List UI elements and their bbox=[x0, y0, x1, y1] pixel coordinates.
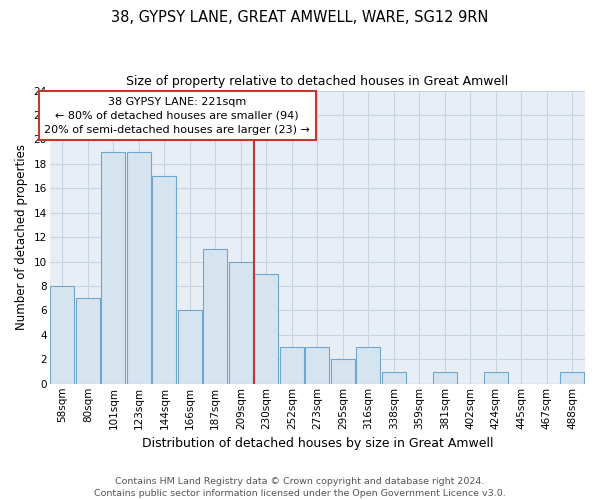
Bar bbox=[305, 347, 329, 384]
Bar bbox=[254, 274, 278, 384]
Bar bbox=[331, 360, 355, 384]
Text: 38, GYPSY LANE, GREAT AMWELL, WARE, SG12 9RN: 38, GYPSY LANE, GREAT AMWELL, WARE, SG12… bbox=[112, 10, 488, 25]
Bar bbox=[178, 310, 202, 384]
Bar bbox=[152, 176, 176, 384]
Bar bbox=[280, 347, 304, 384]
Bar bbox=[560, 372, 584, 384]
Bar bbox=[101, 152, 125, 384]
Bar bbox=[382, 372, 406, 384]
Text: Contains HM Land Registry data © Crown copyright and database right 2024.
Contai: Contains HM Land Registry data © Crown c… bbox=[94, 476, 506, 498]
Bar bbox=[229, 262, 253, 384]
Bar bbox=[127, 152, 151, 384]
Text: 38 GYPSY LANE: 221sqm
← 80% of detached houses are smaller (94)
20% of semi-deta: 38 GYPSY LANE: 221sqm ← 80% of detached … bbox=[44, 96, 310, 134]
Title: Size of property relative to detached houses in Great Amwell: Size of property relative to detached ho… bbox=[126, 75, 508, 88]
Bar bbox=[50, 286, 74, 384]
Bar bbox=[484, 372, 508, 384]
Bar bbox=[356, 347, 380, 384]
Y-axis label: Number of detached properties: Number of detached properties bbox=[15, 144, 28, 330]
X-axis label: Distribution of detached houses by size in Great Amwell: Distribution of detached houses by size … bbox=[142, 437, 493, 450]
Bar bbox=[203, 250, 227, 384]
Bar bbox=[433, 372, 457, 384]
Bar bbox=[76, 298, 100, 384]
